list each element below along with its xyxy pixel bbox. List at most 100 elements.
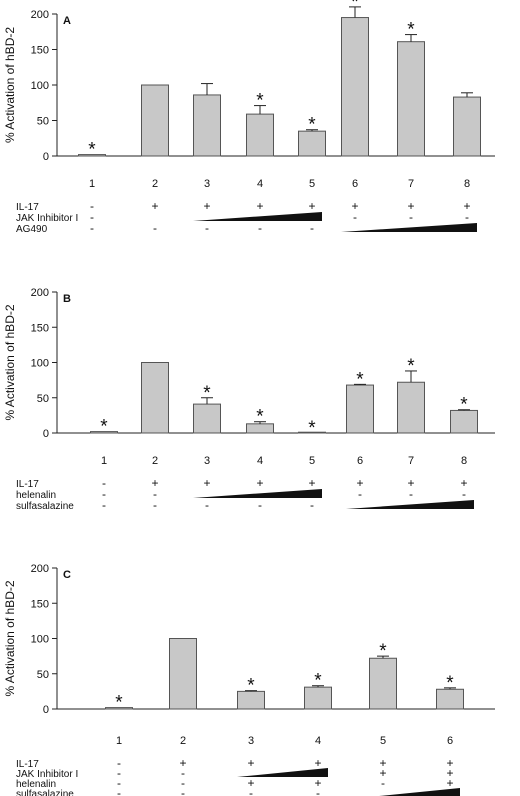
bar bbox=[169, 638, 197, 710]
category-label: 8 bbox=[461, 455, 467, 467]
treatment-mark: - bbox=[153, 221, 157, 235]
treatment-mark: - bbox=[90, 210, 94, 224]
treatment-mark: - bbox=[181, 786, 185, 796]
treatment-label: sulfasalazine bbox=[16, 501, 74, 512]
significance-asterisk: * bbox=[407, 356, 415, 377]
treatment-label: JAK Inhibitor I bbox=[16, 769, 78, 780]
treatment-label: helenalin bbox=[16, 779, 56, 790]
treatment-mark: + bbox=[463, 199, 470, 213]
category-label: 5 bbox=[309, 178, 315, 190]
treatment-mark: - bbox=[102, 487, 106, 501]
treatment-mark: + bbox=[308, 476, 315, 490]
category-label: 1 bbox=[89, 178, 95, 190]
treatment-mark: - bbox=[381, 776, 385, 790]
y-tick-label: 0 bbox=[43, 704, 49, 716]
concentration-ramp bbox=[346, 500, 474, 509]
treatment-mark: + bbox=[179, 756, 186, 770]
treatment-mark: + bbox=[151, 199, 158, 213]
treatment-mark: + bbox=[203, 476, 210, 490]
category-label: 5 bbox=[380, 735, 386, 747]
treatment-mark: + bbox=[446, 766, 453, 780]
treatment-mark: + bbox=[351, 199, 358, 213]
treatment-mark: + bbox=[247, 756, 254, 770]
significance-asterisk: * bbox=[100, 417, 108, 438]
significance-asterisk: * bbox=[308, 115, 316, 136]
treatment-mark: + bbox=[460, 476, 467, 490]
category-label: 2 bbox=[152, 178, 158, 190]
category-label: 7 bbox=[408, 178, 414, 190]
significance-asterisk: * bbox=[460, 395, 468, 416]
significance-asterisk: * bbox=[356, 369, 364, 390]
chart-panel-c: 0 50 100 150 200 % Activation of hBD-2 C * 1 2 * 3 *… bbox=[3, 563, 495, 796]
y-tick-label: 0 bbox=[43, 428, 49, 440]
y-tick-label: 50 bbox=[37, 669, 49, 681]
treatment-mark: + bbox=[308, 199, 315, 213]
treatment-mark: - bbox=[249, 786, 253, 796]
treatment-mark: + bbox=[256, 199, 263, 213]
treatment-mark: + bbox=[379, 756, 386, 770]
treatment-mark: - bbox=[102, 498, 106, 512]
treatment-mark: - bbox=[102, 476, 106, 490]
bar bbox=[397, 381, 425, 434]
category-label: 2 bbox=[152, 455, 158, 467]
treatment-mark: - bbox=[117, 766, 121, 780]
category-label: 3 bbox=[204, 178, 210, 190]
treatment-mark: + bbox=[203, 199, 210, 213]
concentration-ramp bbox=[341, 223, 477, 232]
category-label: 4 bbox=[315, 735, 321, 747]
significance-asterisk: * bbox=[351, 0, 359, 13]
treatment-mark: - bbox=[117, 776, 121, 790]
y-tick-label: 50 bbox=[37, 116, 49, 128]
y-tick-label: 50 bbox=[37, 393, 49, 405]
treatment-mark: - bbox=[205, 221, 209, 235]
treatment-label: IL-17 bbox=[16, 202, 39, 213]
concentration-ramp bbox=[193, 212, 322, 221]
treatment-mark: - bbox=[409, 210, 413, 224]
treatment-mark: - bbox=[310, 498, 314, 512]
y-tick-label: 100 bbox=[31, 634, 49, 646]
significance-asterisk: * bbox=[407, 20, 415, 41]
treatment-mark: + bbox=[379, 766, 386, 780]
bar bbox=[105, 707, 133, 710]
treatment-mark: - bbox=[205, 498, 209, 512]
treatment-mark: - bbox=[353, 210, 357, 224]
panel-label: B bbox=[63, 293, 71, 305]
significance-asterisk: * bbox=[379, 641, 387, 662]
treatment-mark: - bbox=[90, 221, 94, 235]
treatment-mark: - bbox=[258, 498, 262, 512]
treatment-mark: + bbox=[314, 776, 321, 790]
bar bbox=[246, 113, 274, 157]
bar bbox=[346, 384, 374, 434]
category-label: 3 bbox=[248, 735, 254, 747]
bar bbox=[369, 657, 397, 710]
treatment-mark: + bbox=[247, 776, 254, 790]
y-tick-label: 0 bbox=[43, 151, 49, 163]
treatment-mark: - bbox=[465, 210, 469, 224]
treatment-mark: - bbox=[153, 498, 157, 512]
treatment-mark: + bbox=[446, 776, 453, 790]
y-axis-label: % Activation of hBD-2 bbox=[3, 580, 17, 696]
concentration-ramp bbox=[193, 489, 322, 498]
treatment-label: sulfasalazine bbox=[16, 789, 74, 796]
significance-asterisk: * bbox=[308, 418, 316, 439]
y-axis-label: % Activation of hBD-2 bbox=[3, 27, 17, 143]
category-label: 1 bbox=[116, 735, 122, 747]
y-axis-label: % Activation of hBD-2 bbox=[3, 304, 17, 420]
concentration-ramp bbox=[379, 788, 460, 796]
panel-label: A bbox=[63, 15, 71, 27]
treatment-mark: - bbox=[358, 487, 362, 501]
treatment-mark: - bbox=[258, 221, 262, 235]
treatment-mark: + bbox=[256, 476, 263, 490]
treatment-mark: - bbox=[310, 221, 314, 235]
y-tick-label: 150 bbox=[31, 322, 49, 334]
significance-asterisk: * bbox=[115, 693, 123, 714]
category-label: 6 bbox=[352, 178, 358, 190]
treatment-mark: + bbox=[356, 476, 363, 490]
y-tick-label: 200 bbox=[31, 563, 49, 575]
y-tick-label: 200 bbox=[31, 287, 49, 299]
y-tick-label: 150 bbox=[31, 598, 49, 610]
chart-panel-b: 0 50 100 150 200 % Activation of hBD-2 B * 1 2 * 3 *… bbox=[3, 287, 495, 512]
y-tick-label: 200 bbox=[31, 9, 49, 21]
significance-asterisk: * bbox=[256, 91, 264, 112]
